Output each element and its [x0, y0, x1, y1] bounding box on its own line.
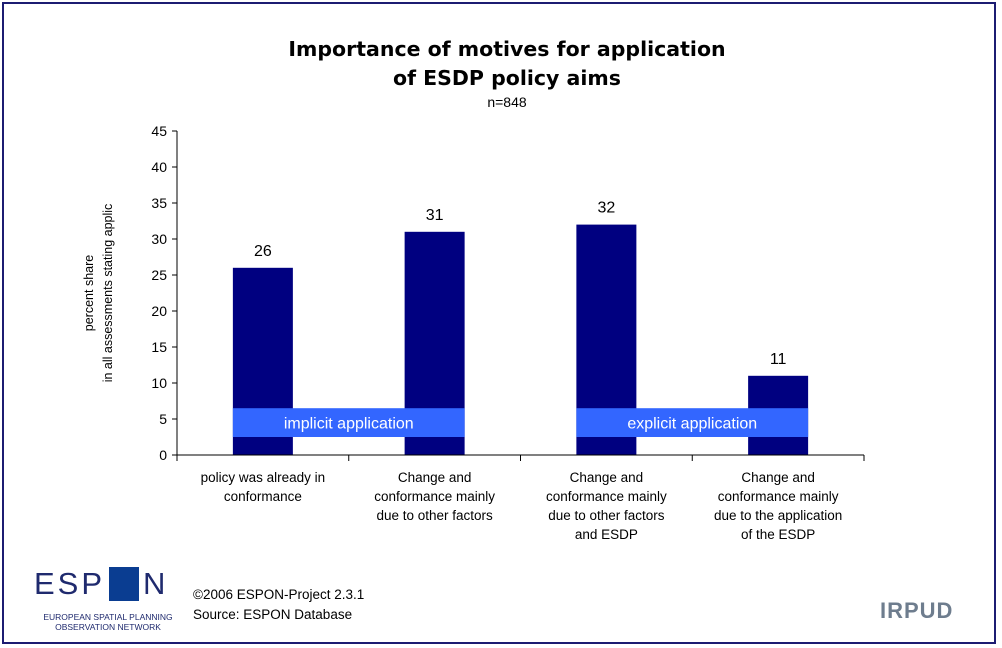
y-tick-label: 35 [151, 195, 167, 211]
y-tick-label: 25 [151, 267, 167, 283]
x-category-label: policy was already in conformance [201, 470, 326, 504]
y-tick-label: 30 [151, 231, 167, 247]
espon-logo-subtitle: EUROPEAN SPATIAL PLANNING OBSERVATION NE… [43, 612, 173, 632]
group-band-label: explicit application [627, 416, 757, 433]
chart-title-line-1: Importance of motives for application [288, 37, 725, 61]
group-band-label: implicit application [284, 416, 414, 433]
x-category-label: Change and conformance mainly due to other… [374, 470, 495, 523]
y-tick-label: 5 [159, 411, 167, 427]
y-axis: 0 5 10 15 20 25 30 35 40 45 [151, 123, 178, 463]
bar-data-label: 11 [770, 351, 787, 368]
chart-subtitle: n=848 [487, 94, 527, 110]
x-category-label: Change and conformance mainly due to the a… [714, 470, 842, 542]
y-tick-label: 20 [151, 303, 167, 319]
espon-logo-wordmark: ESP N [34, 566, 169, 601]
source-line: Source: ESPON Database [193, 607, 353, 622]
y-tick-label: 40 [151, 159, 167, 175]
group-bands: implicit application explicit application [232, 408, 809, 437]
y-axis-label-line-2: in all assessments stating applic [101, 204, 115, 383]
y-tick-label: 45 [151, 123, 167, 139]
irpud-logo: IRPUD [880, 598, 954, 623]
x-axis: policy was already in conformance Change a… [176, 454, 865, 542]
eu-flag-icon [109, 567, 140, 601]
espon-logo: ESP N EUROPEAN SPATIAL PLANNING OBSERVATI… [30, 566, 180, 646]
bar-data-label: 31 [426, 207, 444, 224]
y-tick-label: 0 [159, 447, 167, 463]
y-tick-label: 10 [151, 375, 167, 391]
y-tick-label: 15 [151, 339, 167, 355]
group-band [232, 408, 465, 437]
group-band [576, 408, 809, 437]
credits: ©2006 ESPON-Project 2.3.1 Source: ESPON … [193, 585, 364, 625]
copyright-line: ©2006 ESPON-Project 2.3.1 [193, 587, 365, 602]
chart-title-line-2: of ESDP policy aims [393, 66, 621, 90]
bar-data-label: 32 [597, 200, 615, 217]
bar-data-label: 26 [254, 243, 272, 260]
y-axis-label-line-1: percent share [82, 255, 96, 331]
x-category-label: Change and conformance mainly due to other… [546, 470, 667, 542]
